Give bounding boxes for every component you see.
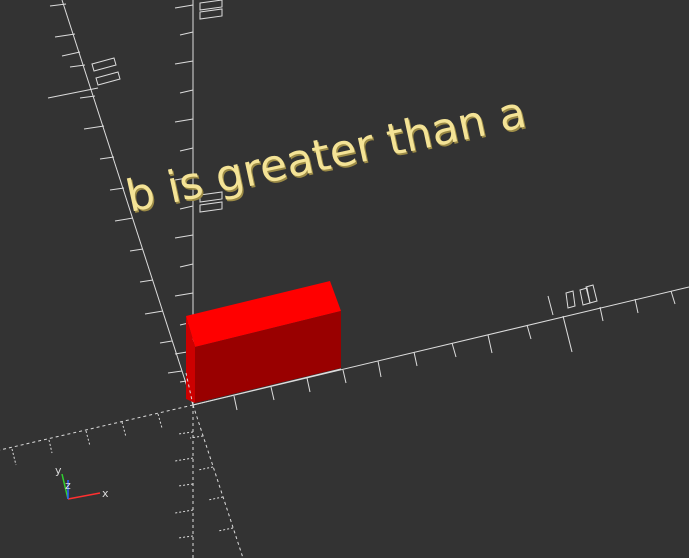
y-axis-ticks bbox=[47, 3, 183, 374]
x-axis-number bbox=[565, 284, 598, 309]
extruded-text-object[interactable]: b is greater than a b is greater than a bbox=[122, 87, 532, 225]
indicator-x-label: x bbox=[102, 487, 109, 500]
y-axis-number bbox=[91, 57, 121, 86]
cube-axis-overlay bbox=[185, 368, 342, 406]
extruded-text-face: b is greater than a bbox=[122, 87, 531, 223]
red-cube[interactable] bbox=[186, 281, 341, 403]
axis-scale-numbers bbox=[91, 0, 598, 309]
x-axis-ticks bbox=[233, 290, 676, 411]
z-axis-number-top bbox=[199, 0, 223, 20]
y-axis-negative bbox=[192, 404, 244, 558]
cube-top-face bbox=[186, 281, 341, 347]
z-negative-ticks bbox=[174, 431, 194, 539]
indicator-x-axis bbox=[67, 492, 101, 500]
x-negative-ticks bbox=[11, 413, 163, 466]
axes-indicator: x y z bbox=[55, 464, 109, 500]
y-axis-positive bbox=[61, 0, 194, 406]
z-axis-number-mid bbox=[199, 191, 223, 213]
x-axis-negative bbox=[0, 404, 194, 451]
cube-front-face bbox=[195, 311, 341, 403]
y-negative-ticks bbox=[189, 435, 234, 532]
indicator-y-label: y bbox=[55, 464, 62, 477]
indicator-z-label: z bbox=[65, 479, 71, 492]
indicator-y-axis bbox=[61, 473, 69, 500]
